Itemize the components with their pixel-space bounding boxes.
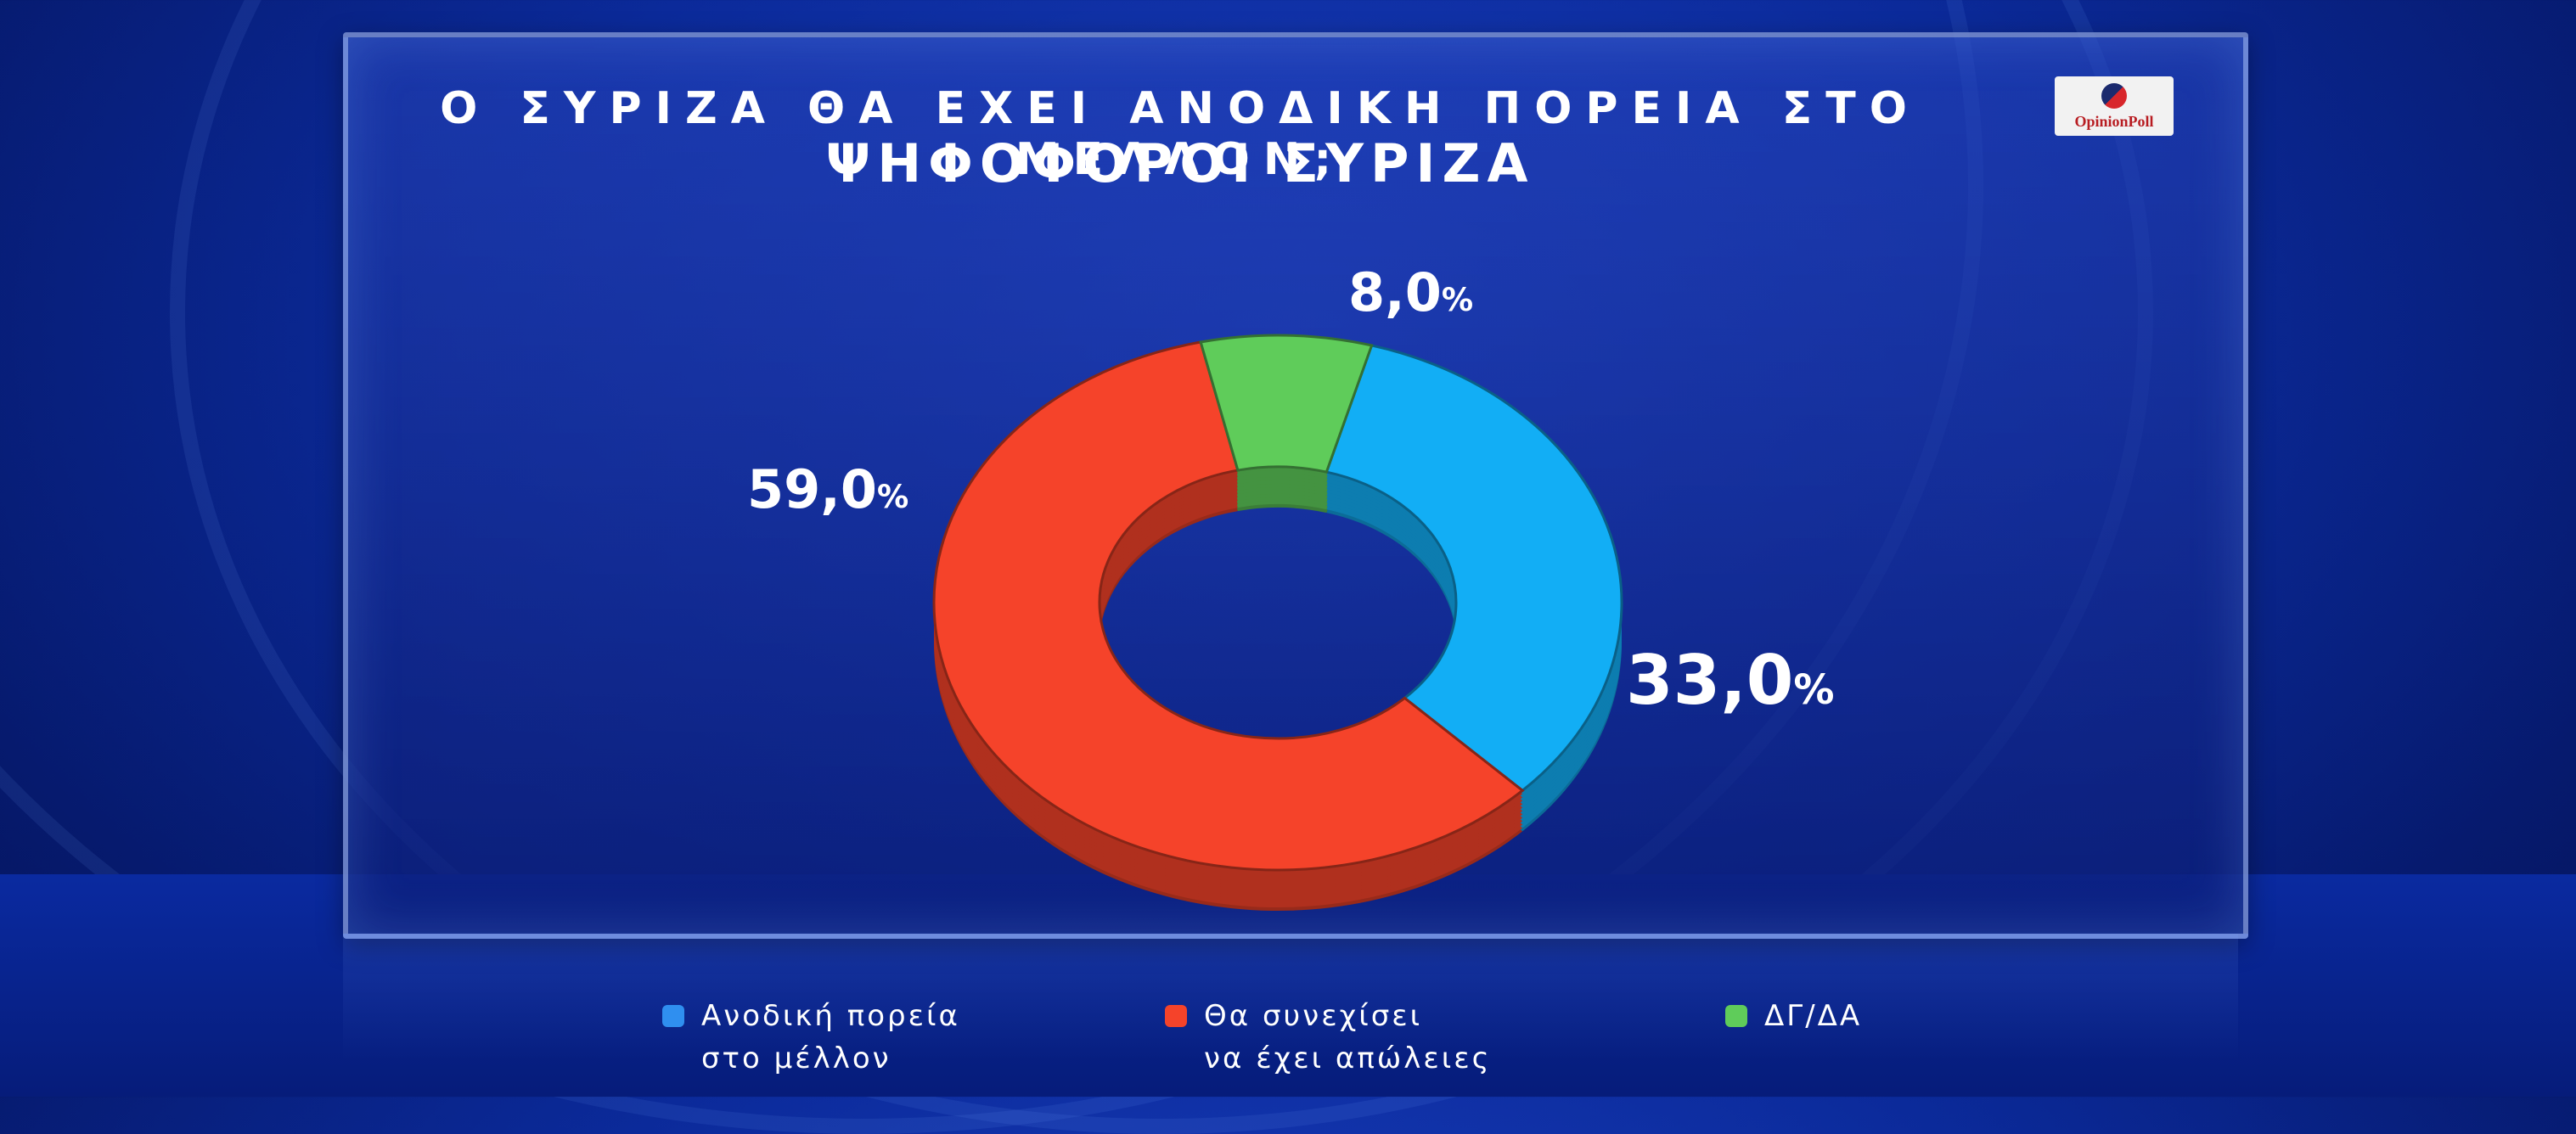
data-label-1: 33,0% [1626,641,1834,720]
legend-label-line1: Θα συνεχίσει [1204,999,1423,1033]
data-label-value: 33,0 [1626,641,1794,720]
logo-mark-icon [2101,83,2127,109]
opinion-poll-logo: OpinionPoll [2055,76,2174,136]
data-label-percent: % [876,478,909,515]
legend-label: Ανοδική πορεία στο μέλλον [701,995,960,1080]
donut-slice-3 [1199,334,1374,474]
legend-swatch [662,1005,684,1027]
legend-swatch [1165,1005,1187,1027]
legend-label-line1: ΔΓ/ΔΑ [1764,999,1863,1033]
legend-label: ΔΓ/ΔΑ [1764,995,1862,1037]
data-label-2: 59,0% [747,458,908,520]
donut-slice-2 [932,340,1525,872]
data-label-percent: % [1441,281,1474,318]
data-label-percent: % [1793,666,1835,714]
legend-label-line1: Ανοδική πορεία [701,999,960,1033]
donut-slice-1 [1325,344,1623,793]
legend-label-line2: να έχει απώλειες [1204,1041,1492,1075]
logo-text: OpinionPoll [2074,113,2154,130]
chart-title: Ο ΣΥΡΙΖΑ ΘΑ ΕΧΕΙ ΑΝΟΔΙΚΗ ΠΟΡΕΙΑ ΣΤΟ ΜΕΛΛ… [440,83,1921,185]
legend-label: Θα συνεχίσει να έχει απώλειες [1204,995,1492,1080]
panel-reflection [343,934,2238,1061]
legend-label-line2: στο μέλλον [701,1041,891,1075]
data-label-3: 8,0% [1348,261,1473,323]
donut-chart [932,334,1623,911]
data-label-value: 8,0 [1348,261,1442,323]
legend-swatch [1725,1005,1747,1027]
data-label-value: 59,0 [747,458,877,520]
chart-subtitle: ΨΗΦΟΦΟΡΟΙ ΣΥΡΙΖΑ [825,132,1535,194]
